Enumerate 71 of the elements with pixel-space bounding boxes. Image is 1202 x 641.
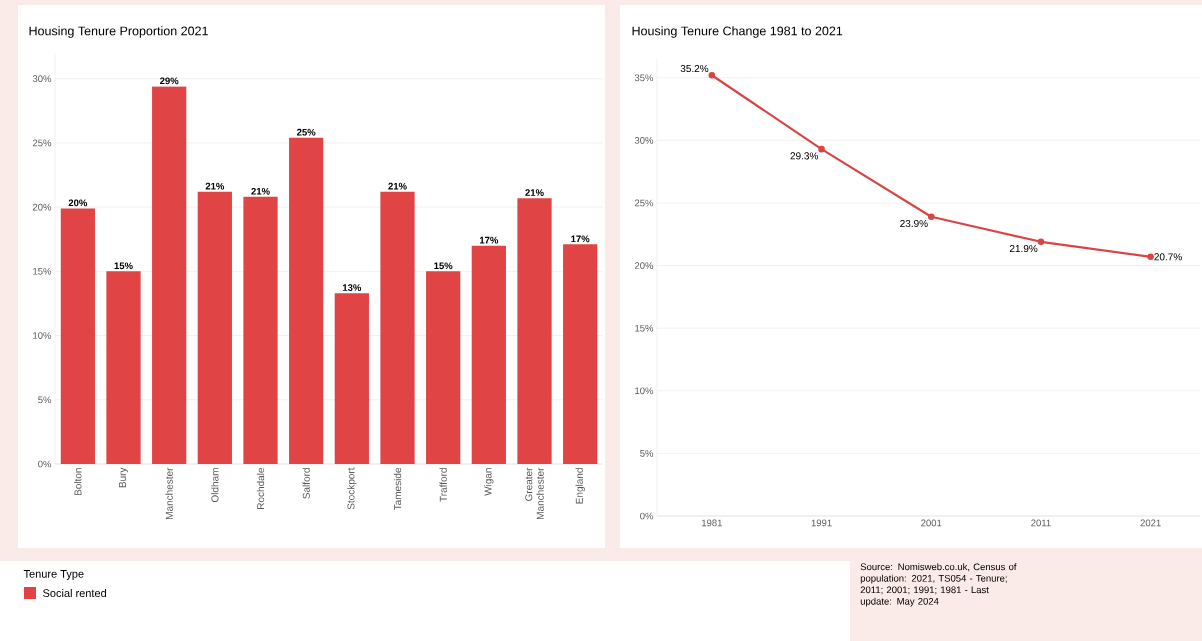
- x-tick-label: Bolton: [74, 468, 82, 496]
- bar: [197, 191, 232, 464]
- x-tick-label: 1981: [702, 519, 722, 527]
- y-tick-label: 15%: [33, 268, 52, 275]
- data-label: 15%: [114, 262, 133, 270]
- bar: [334, 293, 369, 464]
- data-label: 20%: [68, 199, 88, 207]
- y-tick-label: 5%: [640, 450, 654, 457]
- bar: [563, 244, 598, 464]
- x-tick-label: Oldham: [211, 468, 219, 503]
- bar: [152, 86, 187, 464]
- x-tick-label: 2001: [921, 519, 942, 527]
- x-tick-label: 2011: [1031, 519, 1051, 527]
- data-label: 21%: [525, 189, 544, 196]
- chart-title: Housing Tenure Change 1981 to 2021: [632, 26, 843, 38]
- data-label: 21%: [205, 182, 225, 190]
- chart-title: Housing Tenure Proportion 2021: [29, 26, 208, 38]
- point: [818, 145, 825, 153]
- y-tick-label: 0%: [640, 512, 654, 520]
- data-label: 23.9%: [900, 219, 928, 228]
- y-tick-label: 15%: [635, 324, 654, 332]
- bar: [380, 191, 415, 464]
- data-label: 21.9%: [1009, 245, 1038, 253]
- y-tick-label: 30%: [32, 75, 52, 83]
- data-label: 15%: [434, 262, 453, 270]
- bar: [471, 245, 506, 464]
- x-tick-label: Bury: [119, 467, 128, 488]
- legend-label: Social rented: [43, 588, 107, 598]
- bar: [426, 271, 461, 464]
- legend-title: Tenure Type: [23, 570, 84, 580]
- x-tick-label: Greater Manchester: [525, 467, 544, 519]
- source-note: Source: Nomisweb.co.uk, Census of population: 2021, TS054 - Tenure; 2011; 2001; 1991; 1981 - Last update: May 2024: [860, 563, 1017, 607]
- y-tick-label: 25%: [634, 199, 654, 207]
- data-label: 29.3%: [790, 152, 819, 160]
- data-label: 21%: [251, 187, 270, 195]
- data-label: 25%: [296, 128, 316, 136]
- data-label: 17%: [571, 235, 590, 243]
- x-tick-label: 1991: [811, 519, 832, 527]
- y-tick-label: 35%: [634, 74, 654, 82]
- x-tick-label: Tameside: [393, 467, 402, 511]
- y-tick-label: 30%: [634, 137, 654, 144]
- x-tick-label: Wigan: [484, 468, 494, 496]
- y-tick-label: 10%: [635, 387, 654, 395]
- data-label: 35.2%: [680, 65, 709, 73]
- bar: [517, 198, 552, 464]
- point: [1037, 238, 1045, 246]
- point: [708, 71, 716, 79]
- data-label: 20.7%: [1154, 253, 1182, 261]
- x-tick-label: Rochdale: [256, 467, 265, 509]
- bar: [60, 208, 95, 464]
- y-tick-label: 20%: [32, 203, 52, 211]
- y-tick-label: 0%: [38, 460, 52, 468]
- x-tick-label: England: [575, 468, 585, 504]
- data-label: 17%: [479, 236, 499, 244]
- y-tick-label: 20%: [634, 262, 654, 269]
- data-label: 29%: [159, 77, 179, 85]
- x-tick-label: Manchester: [165, 467, 173, 519]
- x-tick-label: Trafford: [439, 468, 447, 502]
- y-tick-label: 5%: [38, 396, 52, 404]
- x-tick-label: Salford: [302, 468, 310, 499]
- bar: [289, 137, 324, 464]
- y-tick-label: 25%: [32, 139, 52, 147]
- y-tick-label: 10%: [33, 332, 52, 339]
- point: [927, 213, 935, 221]
- x-tick-label: 2021: [1140, 519, 1161, 527]
- bar: [243, 196, 278, 464]
- bar: [106, 271, 141, 464]
- data-label: 13%: [342, 284, 362, 291]
- point: [1147, 253, 1154, 261]
- x-tick-label: Stockport: [347, 467, 357, 510]
- data-label: 21%: [388, 182, 407, 190]
